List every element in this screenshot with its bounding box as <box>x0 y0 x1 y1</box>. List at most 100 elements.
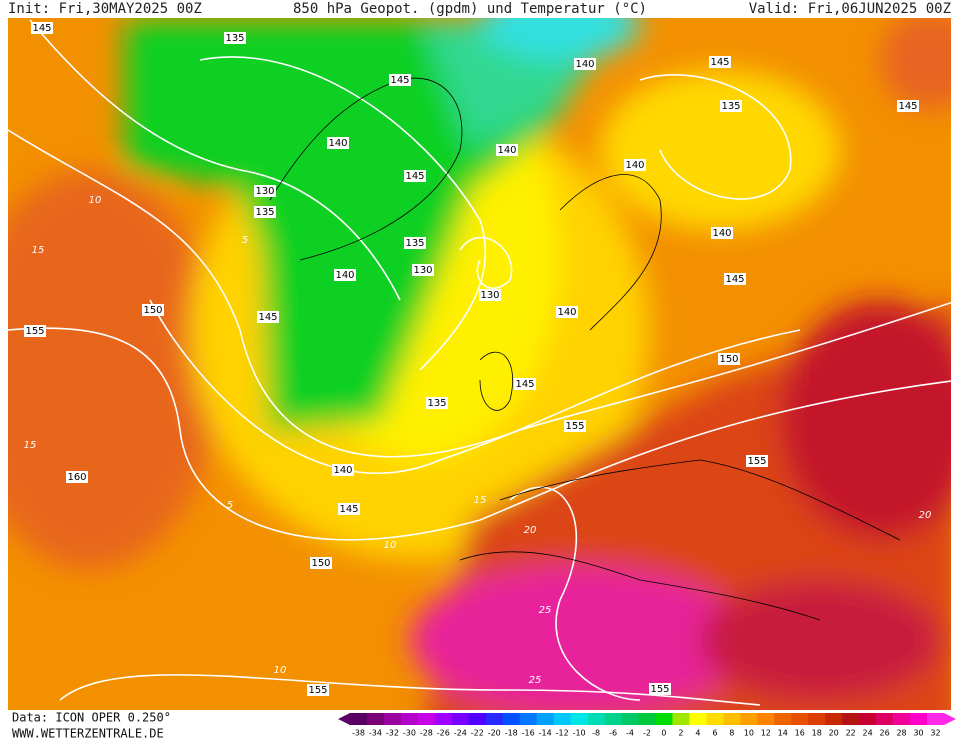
contour-label: 155 <box>565 421 584 432</box>
contour-label: 145 <box>258 312 277 323</box>
colorbar-swatch <box>655 713 673 725</box>
contour-label: 145 <box>710 57 729 68</box>
contour-label-box <box>24 325 46 337</box>
colorbar-swatch <box>383 713 402 725</box>
colorbar-label: -2 <box>643 729 651 738</box>
colorbar-label: -28 <box>420 729 433 738</box>
contour-label-box <box>574 58 596 70</box>
contour-label-box <box>426 397 448 409</box>
temperature-label: 5 <box>242 235 248 246</box>
temperature-label: 15 <box>474 495 487 506</box>
colorbar-swatch <box>366 713 385 725</box>
colorbar-swatch <box>842 713 860 725</box>
contour-label-box <box>307 684 329 696</box>
colorbar-label: -22 <box>471 729 484 738</box>
colorbar-swatch <box>434 713 453 725</box>
colorbar-swatch <box>638 713 656 725</box>
contour-label: 145 <box>339 504 358 515</box>
contour-label-box <box>389 74 411 86</box>
init-time: Init: Fri,30MAY2025 00Z <box>8 1 202 17</box>
coastlines <box>269 77 901 621</box>
contour-label-box <box>254 206 276 218</box>
colorbar-swatch <box>621 713 639 725</box>
temperature-label: 20 <box>524 525 537 536</box>
contour-label-box <box>327 137 349 149</box>
contour-label: 140 <box>625 160 644 171</box>
colorbar-arrow-left <box>338 713 350 725</box>
contour-label: 135 <box>255 207 274 218</box>
contour-label: 145 <box>390 75 409 86</box>
contour-label-box <box>564 420 586 432</box>
contour-label: 140 <box>333 465 352 476</box>
contour-label: 130 <box>413 265 432 276</box>
contour-label: 130 <box>480 290 499 301</box>
contour-label: 135 <box>225 33 244 44</box>
contour-label-box <box>404 237 426 249</box>
contour-label: 135 <box>427 398 446 409</box>
contour-label-box <box>746 455 768 467</box>
colorbar-swatch <box>910 713 928 725</box>
contour-label: 135 <box>721 101 740 112</box>
contour-label-box <box>257 311 279 323</box>
colorbar-swatch <box>519 713 537 725</box>
contour-label-box <box>254 185 276 197</box>
temperature-label: 10 <box>274 665 287 676</box>
contour-label-box <box>514 378 536 390</box>
colorbar-swatch <box>553 713 571 725</box>
contour-label-box <box>624 159 646 171</box>
temperature-label: 25 <box>529 675 542 686</box>
geopotential-contours <box>8 19 951 706</box>
colorbar-label: 26 <box>880 729 890 738</box>
colorbar-label: -6 <box>609 729 617 738</box>
colorbar-label: 0 <box>661 729 666 738</box>
contour-label: 130 <box>255 186 274 197</box>
colorbar-swatch <box>740 713 758 725</box>
colorbar-swatch <box>774 713 792 725</box>
colorbar-swatch <box>400 713 419 725</box>
colorbar-label: -10 <box>573 729 586 738</box>
colorbar-swatch <box>417 713 436 725</box>
colorbar-label: 32 <box>930 729 940 738</box>
colorbar-swatch <box>570 713 588 725</box>
colorbar-label: 12 <box>761 729 771 738</box>
temperature-label: 10 <box>89 195 102 206</box>
colorbar-arrow-right <box>944 713 956 725</box>
colorbar-label: -26 <box>437 729 450 738</box>
colorbar-swatch <box>757 713 775 725</box>
contour-label: 150 <box>143 305 162 316</box>
colorbar-label: 20 <box>829 729 839 738</box>
website: WWW.WETTERZENTRALE.DE <box>12 727 164 741</box>
colorbar-swatch <box>451 713 470 725</box>
contour-label: 145 <box>32 23 51 34</box>
contour-label: 140 <box>575 59 594 70</box>
contour-label: 140 <box>497 145 516 156</box>
temperature-label: 10 <box>384 540 397 551</box>
map-title: 850 hPa Geopot. (gpdm) und Temperatur (°… <box>293 1 647 17</box>
contour-label: 140 <box>335 270 354 281</box>
colorbar-swatch <box>791 713 809 725</box>
colorbar-label: -4 <box>626 729 634 738</box>
colorbar-swatch <box>502 713 521 725</box>
colorbar-swatch <box>723 713 741 725</box>
colorbar-label: 30 <box>913 729 923 738</box>
colorbar-swatch <box>672 713 690 725</box>
colorbar-swatch <box>876 713 894 725</box>
contour-label-box <box>142 304 164 316</box>
colorbar-label: -38 <box>352 729 365 738</box>
colorbar-label: -12 <box>556 729 569 738</box>
contour-label-box <box>66 471 88 483</box>
contour-label-box <box>556 306 578 318</box>
contour-label: 145 <box>515 379 534 390</box>
contour-label: 145 <box>898 101 917 112</box>
colorbar-label: 2 <box>678 729 683 738</box>
contour-label-box <box>711 227 733 239</box>
contour-label: 150 <box>719 354 738 365</box>
colorbar-swatch <box>706 713 724 725</box>
colorbar-swatch <box>893 713 911 725</box>
colorbar-label: -30 <box>403 729 416 738</box>
colorbar-label: 28 <box>896 729 906 738</box>
contour-label-box <box>479 289 501 301</box>
contour-label: 150 <box>311 558 330 569</box>
contour-label-box <box>334 269 356 281</box>
